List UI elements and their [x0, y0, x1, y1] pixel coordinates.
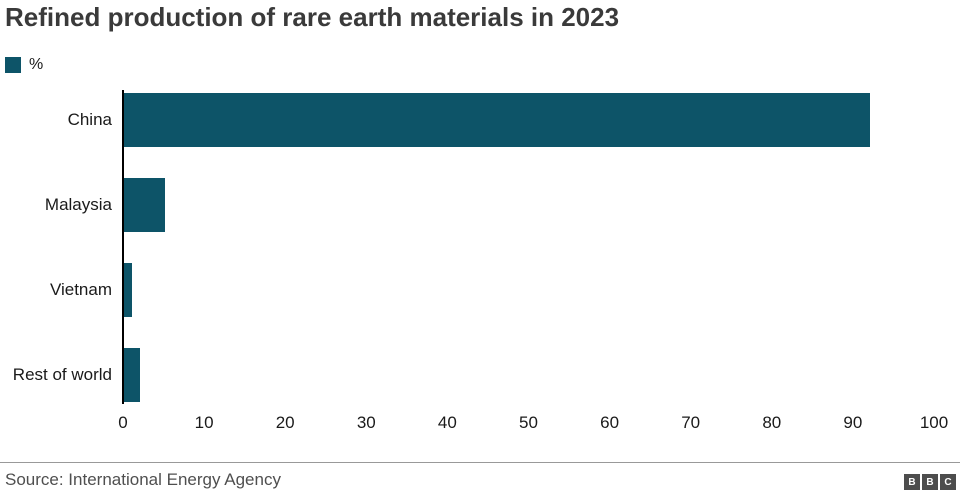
bbc-logo-letter: B: [904, 474, 920, 490]
source-text: Source: International Energy Agency: [5, 470, 281, 489]
x-tick-label: 20: [275, 413, 295, 432]
bar-malaysia: [124, 178, 165, 232]
legend-label: %: [29, 56, 44, 73]
x-tick-label: 40: [437, 413, 457, 432]
x-tick-label: 80: [762, 413, 782, 432]
category-label: China: [67, 110, 112, 129]
x-tick-label: 10: [194, 413, 214, 432]
legend: %: [5, 56, 43, 74]
x-tick-label: 0: [118, 413, 128, 432]
x-tick-label: 70: [681, 413, 701, 432]
bar-rest-of-world: [124, 348, 140, 402]
x-tick-label: 60: [600, 413, 620, 432]
bbc-logo-letter: B: [922, 474, 938, 490]
footer-divider: [0, 462, 960, 463]
category-label: Rest of world: [12, 365, 112, 384]
bbc-logo-letter: C: [940, 474, 956, 490]
bar-vietnam: [124, 263, 132, 317]
x-tick-label: 30: [356, 413, 376, 432]
legend-swatch: [5, 57, 21, 73]
y-axis-line: [122, 90, 124, 404]
bar-china: [124, 93, 870, 147]
x-tick-label: 50: [519, 413, 538, 432]
category-label: Vietnam: [49, 280, 112, 299]
category-label: Malaysia: [44, 195, 112, 214]
x-tick-label: 100: [919, 413, 949, 432]
x-tick-label: 90: [843, 413, 863, 432]
chart-title: Refined production of rare earth materia…: [5, 2, 620, 32]
